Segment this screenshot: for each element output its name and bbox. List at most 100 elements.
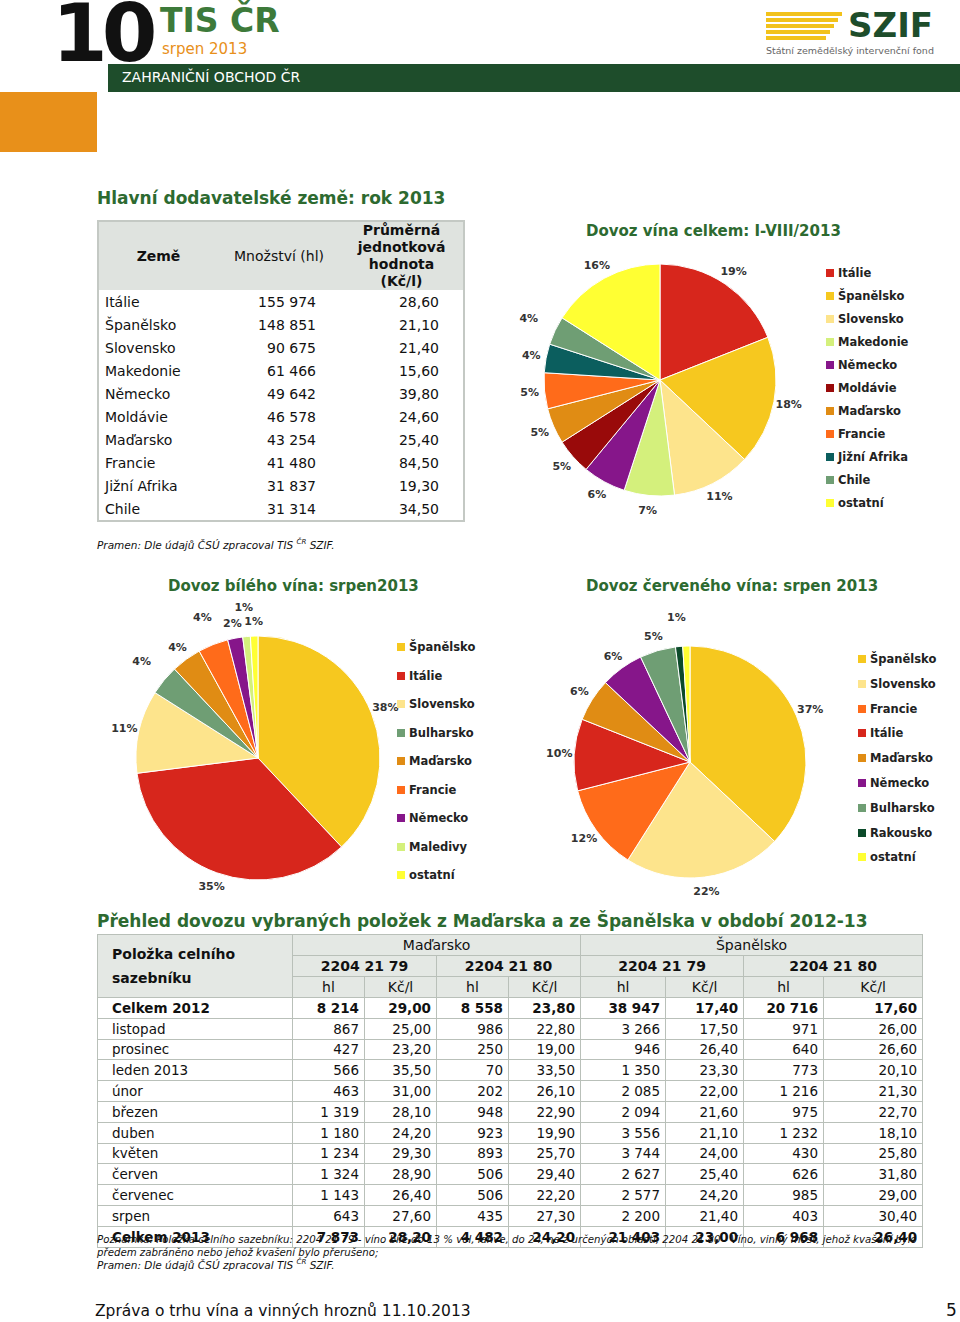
html-text:34,50: 34,50 xyxy=(398,500,439,517)
html-text:SZIF: SZIF xyxy=(848,5,933,45)
svg-text:1%: 1% xyxy=(244,615,263,628)
svg-text:4%: 4% xyxy=(519,312,538,325)
html-text:41 480: 41 480 xyxy=(267,454,316,471)
svg-text:4%: 4% xyxy=(132,655,151,668)
svg-text:22%: 22% xyxy=(693,885,719,898)
html-text:19,00: 19,00 xyxy=(536,1041,575,1058)
html-text:Chile: Chile xyxy=(105,500,140,517)
svg-text:10%: 10% xyxy=(546,747,572,760)
html-text:21,10: 21,10 xyxy=(398,316,439,333)
html-text:17,40: 17,40 xyxy=(695,999,738,1016)
svg-text:4%: 4% xyxy=(168,641,187,654)
html-text:25,00: 25,00 xyxy=(392,1020,431,1037)
html-text:84,50: 84,50 xyxy=(398,454,439,471)
html-text:8 558: 8 558 xyxy=(460,999,503,1016)
html-text:26,40: 26,40 xyxy=(699,1041,738,1058)
html-text:946: 946 xyxy=(634,1041,660,1058)
svg-text:6%: 6% xyxy=(588,488,607,501)
html-text:61 466: 61 466 xyxy=(267,362,316,379)
html-text:971: 971 xyxy=(792,1020,818,1037)
html-text:90 675: 90 675 xyxy=(267,339,316,356)
html-text:Země: Země xyxy=(136,247,181,264)
html-text:155 974: 155 974 xyxy=(258,293,316,310)
svg-text:5%: 5% xyxy=(644,630,663,643)
html-text:Německo: Německo xyxy=(105,385,171,402)
html-text:148 851: 148 851 xyxy=(258,316,316,333)
html-text:15,60: 15,60 xyxy=(398,362,439,379)
html-text:427: 427 xyxy=(333,1041,359,1058)
html-text:Dovoz bílého vína: srpen2013: Dovoz bílého vína: srpen2013 xyxy=(168,577,419,595)
svg-text:1%: 1% xyxy=(667,611,686,624)
html-text:43 254: 43 254 xyxy=(267,431,316,448)
html-text:29,00: 29,00 xyxy=(388,999,431,1016)
html-text:srpen 2013: srpen 2013 xyxy=(162,40,248,58)
svg-text:4%: 4% xyxy=(193,611,212,624)
html-text:26,00: 26,00 xyxy=(878,1020,918,1037)
html-text:Maďarsko: Maďarsko xyxy=(105,431,173,448)
html-text:31 314: 31 314 xyxy=(267,500,316,517)
html-text:prosinec: prosinec xyxy=(112,1041,170,1058)
html-text:640: 640 xyxy=(792,1041,818,1058)
html-text:leden 2013: leden 2013 xyxy=(112,1062,189,1079)
html-text:Celkem 2012: Celkem 2012 xyxy=(112,999,210,1016)
html-text:Hlavní dodavatelské země: rok: Hlavní dodavatelské země: rok 2013 xyxy=(97,188,446,208)
svg-text:16%: 16% xyxy=(584,259,610,272)
svg-text:19%: 19% xyxy=(720,265,746,278)
html-text:Množství (hl): Množství (hl) xyxy=(234,247,324,264)
html-text:31 837: 31 837 xyxy=(267,477,316,494)
html-text:19,30: 19,30 xyxy=(398,477,439,494)
html-text:25,40: 25,40 xyxy=(398,431,439,448)
svg-text:6%: 6% xyxy=(570,685,589,698)
html-text:26,60: 26,60 xyxy=(878,1041,918,1058)
html-text:867: 867 xyxy=(333,1020,359,1037)
svg-text:11%: 11% xyxy=(111,722,137,735)
html-text:Dovoz červeného vína: srpen 20: Dovoz červeného vína: srpen 2013 xyxy=(586,577,879,595)
html-text:23,20: 23,20 xyxy=(392,1041,431,1058)
svg-text:35%: 35% xyxy=(198,880,224,893)
html-text:20 716: 20 716 xyxy=(766,999,818,1016)
html-text:21,40: 21,40 xyxy=(398,339,439,356)
html-text:Přehled dovozu vybraných polož: Přehled dovozu vybraných položek z Maďar… xyxy=(97,911,868,931)
html-text:17,50: 17,50 xyxy=(699,1020,738,1037)
html-text:Francie: Francie xyxy=(105,454,156,471)
html-text:250: 250 xyxy=(477,1041,503,1058)
svg-text:1%: 1% xyxy=(234,601,253,614)
html-text:Položka celního sazebníku: Položka celního sazebníku xyxy=(112,946,235,986)
html-text:28,60: 28,60 xyxy=(398,293,439,310)
html-text:Průměrná jednotková hodnota (K: Průměrná jednotková hodnota (Kč/l) xyxy=(357,222,446,289)
svg-text:5%: 5% xyxy=(520,386,539,399)
svg-text:37%: 37% xyxy=(797,703,823,716)
html-text:49 642: 49 642 xyxy=(267,385,316,402)
svg-text:12%: 12% xyxy=(571,832,597,845)
html-text:Dovoz vína celkem: I-VIII/2013: Dovoz vína celkem: I-VIII/2013 xyxy=(586,222,841,240)
html-text:Moldávie: Moldávie xyxy=(105,408,168,425)
html-text:Španělsko: Španělsko xyxy=(105,316,177,333)
svg-text:5%: 5% xyxy=(530,426,549,439)
html-text:3 266: 3 266 xyxy=(621,1020,660,1037)
html-text:TIS ČR: TIS ČR xyxy=(160,1,280,40)
svg-text:38%: 38% xyxy=(372,701,398,714)
html-text:Zpráva o trhu vína a vinných h: Zpráva o trhu vína a vinných hroznů 11.1… xyxy=(95,1302,471,1320)
html-text:Slovensko: Slovensko xyxy=(105,339,176,356)
html-text:Poznámka: Položka celního saze: Poznámka: Položka celního sazebníku: 220… xyxy=(97,1234,917,1258)
svg-text:5%: 5% xyxy=(552,460,571,473)
html-text:39,80: 39,80 xyxy=(398,385,439,402)
html-text:8 214: 8 214 xyxy=(316,999,359,1016)
svg-text:11%: 11% xyxy=(706,490,732,503)
html-text:38 947: 38 947 xyxy=(608,999,660,1016)
html-text:986: 986 xyxy=(477,1020,503,1037)
html-text:46 578: 46 578 xyxy=(267,408,316,425)
html-text:22,80: 22,80 xyxy=(536,1020,575,1037)
svg-text:18%: 18% xyxy=(776,398,802,411)
html-text:Itálie: Itálie xyxy=(105,293,140,310)
svg-text:7%: 7% xyxy=(638,504,657,517)
html-text:listopad: listopad xyxy=(112,1020,166,1037)
svg-text:4%: 4% xyxy=(522,349,541,362)
svg-text:6%: 6% xyxy=(604,650,623,663)
svg-text:2%: 2% xyxy=(223,617,242,630)
html-text:Jižní Afrika: Jižní Afrika xyxy=(105,477,178,494)
html-text:17,60: 17,60 xyxy=(874,999,918,1016)
html-text:24,60: 24,60 xyxy=(398,408,439,425)
html-text:Makedonie: Makedonie xyxy=(105,362,181,379)
html-text:23,80: 23,80 xyxy=(532,999,575,1016)
